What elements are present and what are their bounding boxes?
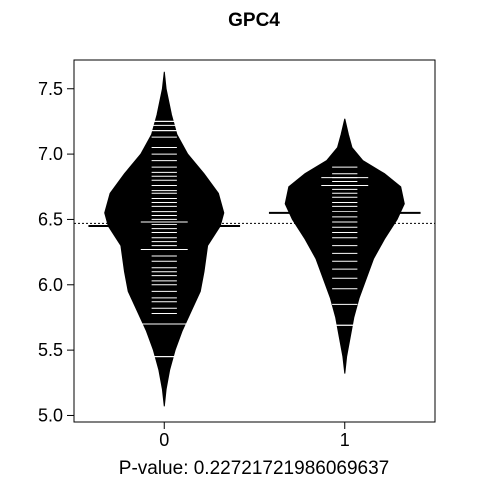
- y-tick-label: 7.0: [38, 144, 63, 164]
- plot-frame: [73, 59, 436, 423]
- y-tick-label: 5.0: [38, 405, 63, 425]
- y-tick-label: 7.5: [38, 79, 63, 99]
- axes-layer: 5.0 5.5 6.0 6.5 7.0 7.5 0 1: [38, 79, 350, 450]
- x-axis-caption: P-value: 0.22721721986069637: [119, 458, 389, 479]
- bean-0: [104, 71, 225, 407]
- y-tick-label: 6.0: [38, 275, 63, 295]
- y-tick-label: 6.5: [38, 209, 63, 229]
- chart-title: GPC4: [228, 10, 280, 31]
- y-tick-label: 5.5: [38, 340, 63, 360]
- beans-layer: [88, 71, 421, 407]
- bean-1: [284, 118, 405, 374]
- x-tick-label: 0: [159, 430, 169, 450]
- x-tick-label: 1: [340, 430, 350, 450]
